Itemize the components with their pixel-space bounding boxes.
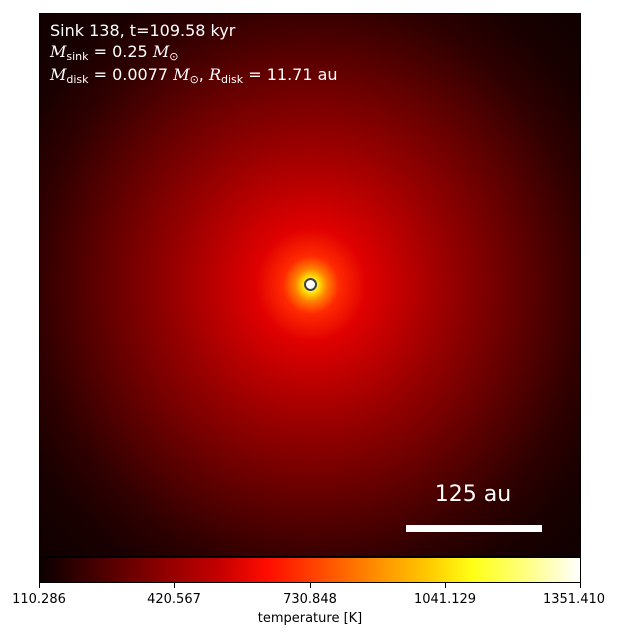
colorbar-tick-label: 110.286: [12, 592, 66, 607]
disk-mass-subscript: disk: [66, 73, 89, 86]
colorbar-tick-mark: [39, 583, 40, 588]
colorbar-tick-label: 1351.410: [542, 592, 606, 607]
disk-radius-subscript: disk: [221, 73, 244, 86]
scale-bar: [406, 525, 542, 532]
colorbar-axis-label: temperature [K]: [257, 611, 363, 626]
colorbar-tick-mark: [310, 583, 311, 588]
disk-radius-symbol: R: [208, 65, 222, 84]
temperature-map-image: Sink 138, t=109.58 kyr Msink = 0.25 M⊙ M…: [39, 13, 581, 557]
sink-mass-unit-symbol: M: [152, 42, 170, 61]
sink-mass-symbol: M: [50, 42, 67, 61]
colorbar-tick-label: 1041.129: [413, 592, 477, 607]
sink-marker: [304, 278, 317, 291]
disk-mass-unit-symbol: M: [173, 65, 190, 84]
disk-radius-separator: ,: [198, 65, 209, 84]
sink-mass-value: = 0.25: [88, 42, 153, 61]
colorbar-tick-mark: [580, 583, 581, 588]
disk-properties-label: Mdisk = 0.0077 M⊙, Rdisk = 11.71 au: [50, 65, 338, 90]
disk-mass-symbol: M: [50, 65, 67, 84]
sink-mass-label: Msink = 0.25 M⊙: [50, 42, 178, 67]
sink-mass-unit-subscript: ⊙: [169, 50, 179, 63]
colorbar: [39, 557, 581, 583]
sink-title-label: Sink 138, t=109.58 kyr: [50, 21, 236, 40]
colorbar-tick-mark: [445, 583, 446, 588]
disk-radius-value: = 11.71 au: [243, 65, 338, 84]
disk-mass-unit-subscript: ⊙: [189, 73, 199, 86]
colorbar-tick-label: 420.567: [147, 592, 201, 607]
sink-mass-subscript: sink: [66, 50, 89, 63]
scale-bar-label: 125 au: [434, 482, 512, 507]
colorbar-tick-mark: [174, 583, 175, 588]
colorbar-tick-label: 730.848: [283, 592, 337, 607]
disk-mass-value: = 0.0077: [88, 65, 174, 84]
